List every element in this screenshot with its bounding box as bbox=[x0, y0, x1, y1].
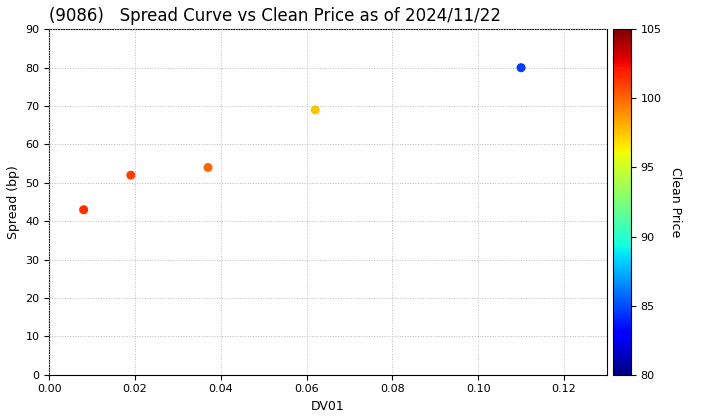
Y-axis label: Spread (bp): Spread (bp) bbox=[7, 165, 20, 239]
Point bbox=[310, 107, 321, 113]
X-axis label: DV01: DV01 bbox=[311, 400, 345, 413]
Point bbox=[78, 206, 89, 213]
Point bbox=[202, 164, 214, 171]
Y-axis label: Clean Price: Clean Price bbox=[670, 167, 683, 237]
Text: (9086)   Spread Curve vs Clean Price as of 2024/11/22: (9086) Spread Curve vs Clean Price as of… bbox=[50, 7, 501, 25]
Point bbox=[125, 172, 137, 178]
Point bbox=[516, 64, 527, 71]
